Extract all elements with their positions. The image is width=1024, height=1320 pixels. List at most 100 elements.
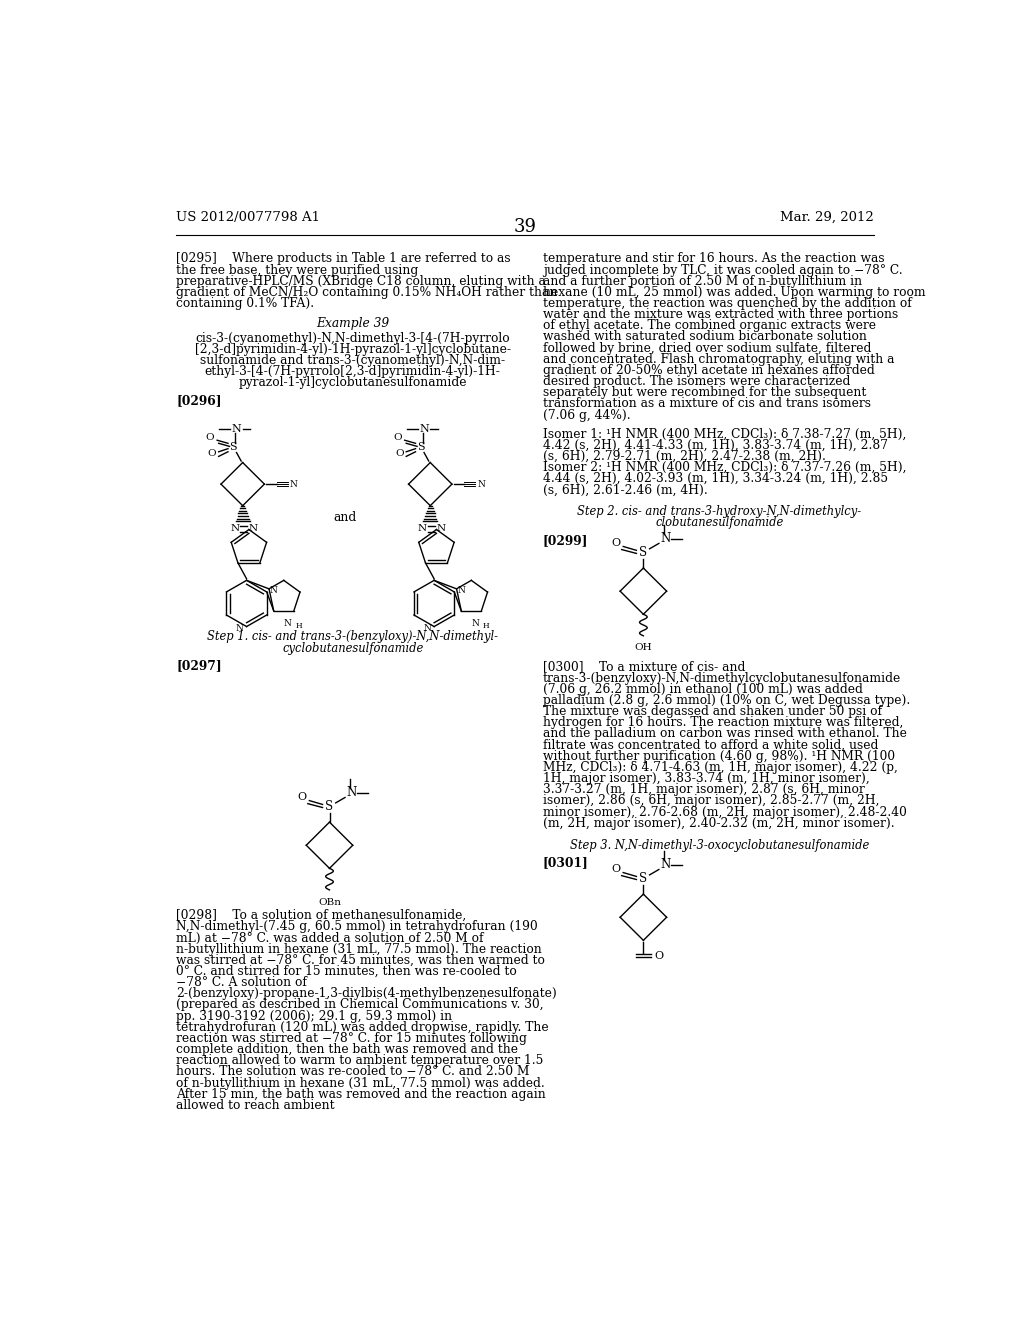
Text: S: S [326, 800, 334, 813]
Text: [0297]: [0297] [176, 659, 221, 672]
Text: temperature and stir for 16 hours. As the reaction was: temperature and stir for 16 hours. As th… [543, 252, 885, 265]
Text: 39: 39 [513, 218, 537, 236]
Text: Isomer 2: ¹H NMR (400 MHz, CDCl₃): δ 7.37-7.26 (m, 5H),: Isomer 2: ¹H NMR (400 MHz, CDCl₃): δ 7.3… [543, 461, 906, 474]
Text: S: S [417, 442, 425, 453]
Text: sulfonamide and trans-3-(cyanomethyl)-N,N-dim-: sulfonamide and trans-3-(cyanomethyl)-N,… [200, 354, 505, 367]
Text: [0295]    Where products in Table 1 are referred to as: [0295] Where products in Table 1 are ref… [176, 252, 511, 265]
Text: Mar. 29, 2012: Mar. 29, 2012 [780, 211, 873, 224]
Text: judged incomplete by TLC, it was cooled again to −78° C.: judged incomplete by TLC, it was cooled … [543, 264, 902, 276]
Text: N: N [659, 858, 670, 871]
Text: N: N [471, 619, 479, 628]
Text: O: O [206, 433, 214, 442]
Text: N: N [249, 524, 258, 533]
Text: (7.06 g, 44%).: (7.06 g, 44%). [543, 409, 630, 421]
Text: O: O [297, 792, 306, 803]
Text: N: N [290, 479, 298, 488]
Text: N: N [346, 787, 356, 800]
Text: followed by brine, dried over sodium sulfate, filtered: followed by brine, dried over sodium sul… [543, 342, 871, 355]
Text: desired product. The isomers were characterized: desired product. The isomers were charac… [543, 375, 850, 388]
Text: separately but were recombined for the subsequent: separately but were recombined for the s… [543, 387, 866, 400]
Text: isomer), 2.86 (s, 6H, major isomer), 2.85-2.77 (m, 2H,: isomer), 2.86 (s, 6H, major isomer), 2.8… [543, 795, 880, 808]
Text: N: N [231, 424, 242, 434]
Text: ethyl-3-[4-(7H-pyrrolo[2,3-d]pyrimidin-4-yl)-1H-: ethyl-3-[4-(7H-pyrrolo[2,3-d]pyrimidin-4… [205, 366, 501, 378]
Text: N: N [230, 524, 240, 533]
Text: and the palladium on carbon was rinsed with ethanol. The: and the palladium on carbon was rinsed w… [543, 727, 906, 741]
Text: water and the mixture was extracted with three portions: water and the mixture was extracted with… [543, 308, 898, 321]
Text: Example 39: Example 39 [316, 317, 389, 330]
Text: Isomer 1: ¹H NMR (400 MHz, CDCl₃): δ 7.38-7.27 (m, 5H),: Isomer 1: ¹H NMR (400 MHz, CDCl₃): δ 7.3… [543, 428, 906, 441]
Text: O: O [654, 950, 664, 961]
Text: (s, 6H), 2.79-2.71 (m, 2H), 2.47-2.38 (m, 2H).: (s, 6H), 2.79-2.71 (m, 2H), 2.47-2.38 (m… [543, 450, 825, 463]
Text: H: H [483, 622, 489, 630]
Text: and: and [334, 511, 356, 524]
Text: temperature, the reaction was quenched by the addition of: temperature, the reaction was quenched b… [543, 297, 911, 310]
Text: reaction was stirred at −78° C. for 15 minutes following: reaction was stirred at −78° C. for 15 m… [176, 1032, 527, 1045]
Text: [2,3-d]pyrimidin-4-yl)-1H-pyrazol-1-yl]cyclobutane-: [2,3-d]pyrimidin-4-yl)-1H-pyrazol-1-yl]c… [195, 343, 511, 356]
Text: reaction allowed to warm to ambient temperature over 1.5: reaction allowed to warm to ambient temp… [176, 1055, 544, 1068]
Text: and a further portion of 2.50 M of n-butyllithium in: and a further portion of 2.50 M of n-but… [543, 275, 862, 288]
Text: After 15 min, the bath was removed and the reaction again: After 15 min, the bath was removed and t… [176, 1088, 546, 1101]
Text: 2-(benzyloxy)-propane-1,3-diylbis(4-methylbenzenesulfonate): 2-(benzyloxy)-propane-1,3-diylbis(4-meth… [176, 987, 557, 1001]
Text: S: S [639, 546, 647, 560]
Text: N: N [284, 619, 292, 628]
Text: palladium (2.8 g, 2.6 mmol) (10% on C, wet Degussa type).: palladium (2.8 g, 2.6 mmol) (10% on C, w… [543, 694, 910, 708]
Text: N: N [659, 532, 670, 545]
Text: tetrahydrofuran (120 mL) was added dropwise, rapidly. The: tetrahydrofuran (120 mL) was added dropw… [176, 1020, 549, 1034]
Text: 0° C. and stirred for 15 minutes, then was re-cooled to: 0° C. and stirred for 15 minutes, then w… [176, 965, 517, 978]
Text: Step 1. cis- and trans-3-(benzyloxy)-N,N-dimethyl-: Step 1. cis- and trans-3-(benzyloxy)-N,N… [207, 631, 499, 643]
Text: of n-butyllithium in hexane (31 mL, 77.5 mmol) was added.: of n-butyllithium in hexane (31 mL, 77.5… [176, 1077, 545, 1089]
Text: 4.42 (s, 2H), 4.41-4.33 (m, 1H), 3.83-3.74 (m, 1H), 2.87: 4.42 (s, 2H), 4.41-4.33 (m, 1H), 3.83-3.… [543, 438, 888, 451]
Text: filtrate was concentrated to afford a white solid, used: filtrate was concentrated to afford a wh… [543, 739, 878, 751]
Text: preparative-HPLC/MS (XBridge C18 column, eluting with a: preparative-HPLC/MS (XBridge C18 column,… [176, 275, 546, 288]
Text: (m, 2H, major isomer), 2.40-2.32 (m, 2H, minor isomer).: (m, 2H, major isomer), 2.40-2.32 (m, 2H,… [543, 817, 894, 830]
Text: −78° C. A solution of: −78° C. A solution of [176, 977, 307, 989]
Text: trans-3-(benzyloxy)-N,N-dimethylcyclobutanesulfonamide: trans-3-(benzyloxy)-N,N-dimethylcyclobut… [543, 672, 901, 685]
Text: OH: OH [635, 644, 652, 652]
Text: N: N [436, 524, 445, 533]
Text: [0300]    To a mixture of cis- and: [0300] To a mixture of cis- and [543, 660, 745, 673]
Text: Step 3. N,N-dimethyl-3-oxocyclobutanesulfonamide: Step 3. N,N-dimethyl-3-oxocyclobutanesul… [569, 838, 869, 851]
Text: N: N [423, 623, 431, 632]
Text: minor isomer), 2.76-2.68 (m, 2H, major isomer), 2.48-2.40: minor isomer), 2.76-2.68 (m, 2H, major i… [543, 805, 906, 818]
Text: pp. 3190-3192 (2006); 29.1 g, 59.3 mmol) in: pp. 3190-3192 (2006); 29.1 g, 59.3 mmol)… [176, 1010, 453, 1023]
Text: 3.37-3.27 (m, 1H, major isomer), 2.87 (s, 6H, minor: 3.37-3.27 (m, 1H, major isomer), 2.87 (s… [543, 783, 864, 796]
Text: [0296]: [0296] [176, 393, 221, 407]
Text: N: N [269, 586, 278, 595]
Text: clobutanesulfonamide: clobutanesulfonamide [655, 516, 783, 529]
Text: mL) at −78° C. was added a solution of 2.50 M of: mL) at −78° C. was added a solution of 2… [176, 932, 483, 945]
Text: gradient of MeCN/H₂O containing 0.15% NH₄OH rather than: gradient of MeCN/H₂O containing 0.15% NH… [176, 286, 557, 298]
Text: O: O [611, 865, 621, 874]
Text: containing 0.1% TFA).: containing 0.1% TFA). [176, 297, 314, 310]
Text: N: N [477, 479, 485, 488]
Text: the free base, they were purified using: the free base, they were purified using [176, 264, 418, 276]
Text: US 2012/0077798 A1: US 2012/0077798 A1 [176, 211, 321, 224]
Text: OBn: OBn [318, 898, 341, 907]
Text: was stirred at −78° C. for 45 minutes, was then warmed to: was stirred at −78° C. for 45 minutes, w… [176, 954, 545, 966]
Text: hydrogen for 16 hours. The reaction mixture was filtered,: hydrogen for 16 hours. The reaction mixt… [543, 717, 903, 729]
Text: allowed to reach ambient: allowed to reach ambient [176, 1100, 335, 1111]
Text: hours. The solution was re-cooled to −78° C. and 2.50 M: hours. The solution was re-cooled to −78… [176, 1065, 529, 1078]
Text: (s, 6H), 2.61-2.46 (m, 4H).: (s, 6H), 2.61-2.46 (m, 4H). [543, 483, 708, 496]
Text: without further purification (4.60 g, 98%). ¹H NMR (100: without further purification (4.60 g, 98… [543, 750, 895, 763]
Text: O: O [395, 449, 403, 458]
Text: of ethyl acetate. The combined organic extracts were: of ethyl acetate. The combined organic e… [543, 319, 876, 333]
Text: (7.06 g, 26.2 mmol) in ethanol (100 mL) was added: (7.06 g, 26.2 mmol) in ethanol (100 mL) … [543, 682, 862, 696]
Text: N: N [419, 424, 429, 434]
Text: O: O [393, 433, 402, 442]
Text: O: O [208, 449, 216, 458]
Text: [0299]: [0299] [543, 533, 588, 546]
Text: MHz, CDCl₃): δ 4.71-4.63 (m, 1H, major isomer), 4.22 (p,: MHz, CDCl₃): δ 4.71-4.63 (m, 1H, major i… [543, 760, 897, 774]
Text: hexane (10 mL, 25 mmol) was added. Upon warming to room: hexane (10 mL, 25 mmol) was added. Upon … [543, 286, 926, 298]
Text: (prepared as described in Chemical Communications v. 30,: (prepared as described in Chemical Commu… [176, 998, 544, 1011]
Text: Step 2. cis- and trans-3-hydroxy-N,N-dimethylcy-: Step 2. cis- and trans-3-hydroxy-N,N-dim… [578, 506, 861, 519]
Text: washed with saturated sodium bicarbonate solution: washed with saturated sodium bicarbonate… [543, 330, 866, 343]
Text: 4.44 (s, 2H), 4.02-3.93 (m, 1H), 3.34-3.24 (m, 1H), 2.85: 4.44 (s, 2H), 4.02-3.93 (m, 1H), 3.34-3.… [543, 473, 888, 486]
Text: gradient of 20-50% ethyl acetate in hexanes afforded: gradient of 20-50% ethyl acetate in hexa… [543, 364, 874, 378]
Text: O: O [611, 539, 621, 548]
Text: H: H [295, 622, 302, 630]
Text: transformation as a mixture of cis and trans isomers: transformation as a mixture of cis and t… [543, 397, 870, 411]
Text: cyclobutanesulfonamide: cyclobutanesulfonamide [283, 642, 423, 655]
Text: 1H, major isomer), 3.83-3.74 (m, 1H, minor isomer),: 1H, major isomer), 3.83-3.74 (m, 1H, min… [543, 772, 869, 785]
Text: The mixture was degassed and shaken under 50 psi of: The mixture was degassed and shaken unde… [543, 705, 882, 718]
Text: N: N [418, 524, 427, 533]
